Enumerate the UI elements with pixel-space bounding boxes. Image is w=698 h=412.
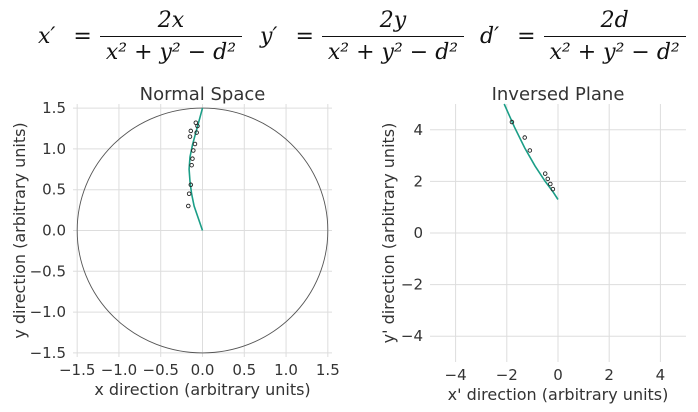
data-curve: [188, 107, 204, 231]
x-tick-label: 4: [656, 366, 666, 384]
fraction-bar: [543, 35, 686, 37]
x-tick-label: 1.0: [274, 361, 298, 379]
data-point: [189, 162, 194, 168]
x-tick-label: −0.5: [143, 361, 179, 379]
fraction-bar: [321, 35, 465, 37]
equals-sign: =: [517, 23, 536, 49]
equation-3: d′ = 2d x² + y² − d²: [480, 4, 686, 68]
data-point: [188, 128, 194, 134]
data-point: [187, 134, 193, 139]
x-tick-label: 0: [553, 366, 563, 384]
equation-lhs: x′: [38, 23, 56, 49]
x-tick-label: −1.0: [101, 361, 137, 379]
data-point: [545, 176, 551, 182]
plot-inversed-plane: −4 −2 0 2 4 −4 −2 0 2 4 Inversed Plane x' direction…: [379, 84, 686, 404]
fraction-numerator: 2x: [157, 7, 185, 33]
x-axis-label: x' direction (arbitrary units): [448, 385, 669, 404]
fraction-numerator: 2y: [379, 7, 407, 33]
y-tick-label: −1.5: [30, 344, 66, 362]
y-tick-label: 2: [413, 172, 423, 190]
data-curve: [503, 103, 559, 200]
data-point: [190, 156, 195, 161]
equation-lhs: d′: [480, 23, 500, 49]
y-tick-label: 0.5: [42, 181, 66, 199]
equals-sign: =: [295, 23, 314, 49]
y-tick-label: −2: [401, 276, 423, 294]
data-point: [542, 171, 548, 176]
equation-lhs: y′: [260, 23, 278, 49]
data-point: [186, 203, 191, 209]
fraction-denominator: x² + y² − d²: [327, 39, 459, 65]
data-point: [188, 182, 194, 188]
y-tick-label: 1.5: [42, 99, 66, 117]
x-tick-label: 0.5: [232, 361, 256, 379]
data-point: [194, 130, 199, 135]
data-point: [186, 191, 192, 197]
x-tick-label: −1.5: [59, 361, 95, 379]
y-tick-label: 0.0: [42, 222, 66, 240]
fraction-bar: [99, 35, 243, 37]
x-axis-label: x direction (arbitrary units): [94, 380, 310, 399]
y-tick-label: −1.0: [30, 303, 66, 321]
data-point: [548, 181, 553, 187]
x-tick-label: 0.0: [191, 361, 215, 379]
y-tick-label: −0.5: [30, 262, 66, 280]
data-point: [527, 148, 533, 153]
y-tick-label: 1.0: [42, 140, 66, 158]
data-point: [509, 119, 515, 125]
equation-2: y′ = 2y x² + y² − d²: [260, 4, 465, 68]
y-axis-label: y direction (arbitrary units): [10, 122, 29, 338]
data-point: [191, 148, 196, 153]
reference-circle: [76, 107, 329, 354]
equation-fraction: 2y x² + y² − d²: [321, 7, 465, 65]
plot-normal-space: −1.5 −1.0 −0.5 0.0 0.5 1.0 1.5 −1.5 −1.0 −0.5 0.0 0…: [10, 84, 340, 399]
y-tick-label: −4: [401, 327, 423, 345]
equation-1: x′ = 2x x² + y² − d²: [38, 4, 243, 68]
fraction-denominator: x² + y² − d²: [105, 39, 237, 65]
data-point: [522, 135, 527, 140]
data-point: [193, 120, 199, 126]
x-tick-label: 1.5: [316, 361, 340, 379]
chart-title: Inversed Plane: [492, 84, 625, 105]
data-point: [550, 186, 556, 192]
equation-fraction: 2x x² + y² − d²: [99, 7, 243, 65]
y-tick-label: 0: [413, 224, 423, 242]
data-point: [192, 141, 198, 147]
x-tick-label: −2: [496, 366, 518, 384]
fraction-denominator: x² + y² − d²: [549, 39, 680, 65]
x-tick-label: −4: [445, 366, 467, 384]
x-tick-label: 2: [604, 366, 614, 384]
chart-title: Normal Space: [140, 84, 266, 105]
y-tick-label: 4: [413, 121, 423, 139]
equals-sign: =: [73, 23, 92, 49]
fraction-numerator: 2d: [600, 7, 629, 33]
y-axis-label: y' direction (arbitrary units): [379, 123, 398, 344]
equation-fraction: 2d x² + y² − d²: [543, 7, 686, 65]
